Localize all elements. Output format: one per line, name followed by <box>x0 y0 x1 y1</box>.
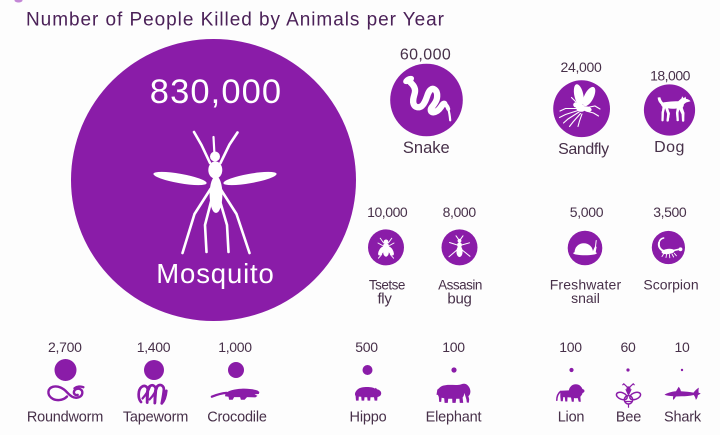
svg-text:5,000: 5,000 <box>570 204 604 220</box>
svg-text:18,000: 18,000 <box>650 68 691 84</box>
svg-text:8,000: 8,000 <box>443 204 477 220</box>
svg-text:60: 60 <box>621 339 636 355</box>
svg-text:Crocodile: Crocodile <box>207 410 267 426</box>
svg-text:Tsetse: Tsetse <box>369 277 405 292</box>
svg-text:Hippo: Hippo <box>350 410 387 426</box>
svg-text:Bee: Bee <box>616 410 641 426</box>
svg-text:Roundworm: Roundworm <box>27 410 103 426</box>
svg-text:Snake: Snake <box>403 139 450 157</box>
svg-text:830,000: 830,000 <box>150 73 282 111</box>
svg-text:Shark: Shark <box>664 410 702 426</box>
svg-text:3,500: 3,500 <box>653 204 687 220</box>
svg-text:24,000: 24,000 <box>560 59 602 75</box>
svg-text:100: 100 <box>559 339 582 355</box>
svg-text:Mosquito: Mosquito <box>156 258 274 289</box>
svg-text:100: 100 <box>442 339 465 355</box>
svg-text:10,000: 10,000 <box>367 204 408 220</box>
svg-text:1,000: 1,000 <box>218 339 252 355</box>
svg-text:snail: snail <box>571 290 600 306</box>
svg-text:fly: fly <box>377 291 392 308</box>
svg-text:Assasin: Assasin <box>438 277 482 292</box>
svg-text:10: 10 <box>675 339 690 355</box>
svg-text:60,000: 60,000 <box>400 47 451 64</box>
svg-text:1,400: 1,400 <box>137 339 171 355</box>
svg-text:bug: bug <box>447 291 471 308</box>
svg-text:500: 500 <box>355 339 378 355</box>
svg-text:Freshwater: Freshwater <box>550 276 622 292</box>
svg-text:Scorpion: Scorpion <box>643 276 698 292</box>
svg-text:Tapeworm: Tapeworm <box>123 410 188 426</box>
svg-text:Number of People Killed by Ani: Number of People Killed by Animals per Y… <box>26 10 445 31</box>
svg-text:Lion: Lion <box>558 410 585 426</box>
svg-text:Elephant: Elephant <box>426 410 482 426</box>
svg-text:2,700: 2,700 <box>48 339 82 355</box>
svg-text:Dog: Dog <box>654 139 685 156</box>
svg-text:Sandfly: Sandfly <box>558 141 609 158</box>
